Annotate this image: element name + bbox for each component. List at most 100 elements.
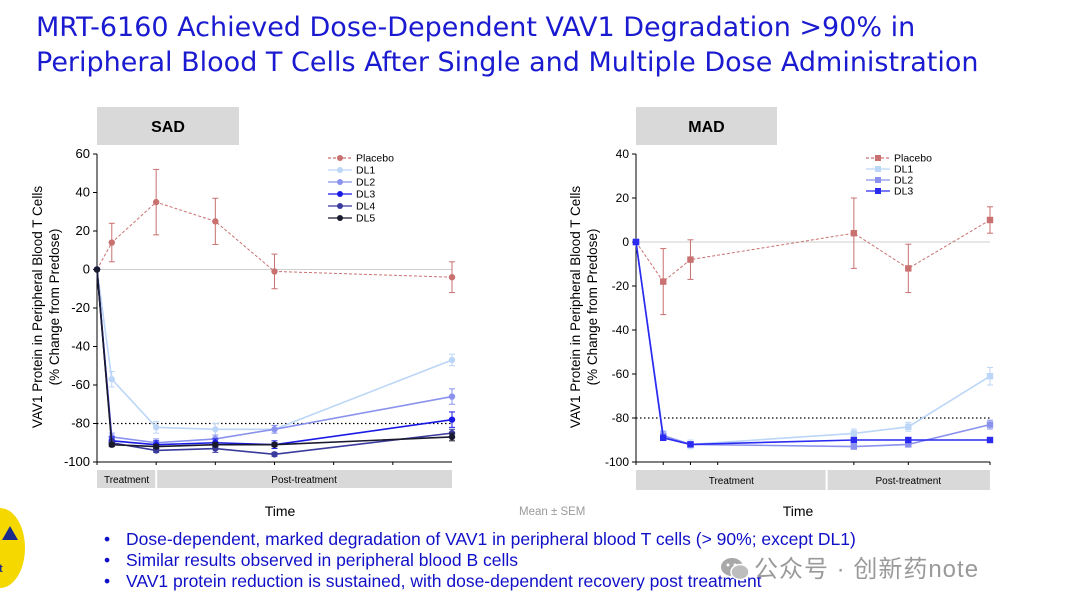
legend-marker bbox=[337, 179, 343, 185]
y-tick-label: -20 bbox=[612, 279, 630, 293]
y-axis-label-line2: (% Change from Predose) bbox=[47, 229, 62, 386]
panel-title: SAD bbox=[151, 119, 185, 136]
company-logo: t bbox=[0, 508, 25, 588]
phase-label: Post-treatment bbox=[876, 476, 942, 487]
data-point bbox=[271, 451, 278, 458]
y-tick-label: -20 bbox=[71, 300, 90, 315]
phase-box bbox=[157, 470, 452, 488]
y-tick-label: -100 bbox=[605, 455, 629, 469]
data-point bbox=[448, 393, 456, 400]
y-tick-label: 40 bbox=[616, 147, 630, 161]
legend-marker bbox=[337, 167, 343, 173]
data-point bbox=[152, 424, 160, 431]
legend-marker bbox=[875, 155, 881, 161]
slide-title: MRT-6160 Achieved Dose-Dependent VAV1 De… bbox=[36, 10, 1066, 80]
y-tick-label: 40 bbox=[76, 185, 90, 200]
watermark: 公众号 · 创新药note bbox=[720, 549, 979, 584]
data-point bbox=[108, 441, 115, 448]
legend-marker bbox=[875, 177, 881, 183]
data-point bbox=[93, 266, 101, 273]
data-point bbox=[905, 423, 912, 430]
watermark-text: 公众号 · 创新药note bbox=[754, 556, 980, 583]
slide-title-line1: MRT-6160 Achieved Dose-Dependent VAV1 De… bbox=[36, 12, 916, 43]
y-axis-label-line2: (% Change from Predose) bbox=[585, 229, 600, 386]
legend-label: DL3 bbox=[894, 186, 913, 198]
y-axis-label-line1: VAV1 Protein in Peripheral Blood T Cells bbox=[30, 186, 45, 428]
phase-box bbox=[636, 470, 826, 490]
legend-label: Placebo bbox=[894, 153, 932, 165]
y-axis-label-line1: VAV1 Protein in Peripheral Blood T Cells bbox=[568, 186, 583, 428]
legend-marker bbox=[875, 166, 881, 172]
data-point bbox=[271, 441, 278, 448]
chart-mad: MAD 40 20 0 -20 -40 -60 -80 -100 Treatment Post-tr… bbox=[568, 107, 994, 519]
phase-label: Treatment bbox=[709, 476, 754, 487]
y-tick-label: 0 bbox=[622, 235, 629, 249]
data-point bbox=[632, 238, 640, 246]
data-point bbox=[152, 198, 160, 206]
slide-title-line2: Peripheral Blood T Cells After Single an… bbox=[36, 47, 979, 78]
series-line bbox=[635, 241, 991, 448]
data-point bbox=[448, 356, 456, 364]
legend-marker bbox=[337, 203, 343, 209]
data-point bbox=[687, 256, 694, 263]
legend-marker bbox=[337, 155, 343, 161]
series-line bbox=[96, 269, 453, 446]
phase-box bbox=[827, 470, 990, 490]
data-point bbox=[850, 430, 858, 437]
data-point bbox=[448, 416, 456, 423]
x-axis-label: Time bbox=[783, 503, 814, 519]
key-findings-list: Dose-dependent, marked degradation of VA… bbox=[104, 529, 856, 592]
legend-label: Placebo bbox=[356, 153, 394, 165]
y-tick-label: 20 bbox=[76, 223, 90, 238]
y-axis-label: VAV1 Protein in Peripheral Blood T Cells… bbox=[30, 186, 62, 428]
chart-sad: SAD 60 40 20 0 -20 -40 -60 -80 -100 Treatment Post-… bbox=[30, 107, 456, 519]
y-tick-label: 60 bbox=[76, 146, 90, 161]
series-dl3 bbox=[93, 266, 456, 450]
data-point bbox=[905, 441, 912, 448]
wechat-icon bbox=[721, 558, 750, 581]
y-tick-label: 20 bbox=[616, 191, 630, 205]
series-dl1 bbox=[93, 266, 456, 436]
series-line bbox=[96, 269, 453, 448]
series-line bbox=[96, 201, 453, 278]
data-point bbox=[212, 441, 219, 448]
y-tick-label: 0 bbox=[83, 262, 90, 277]
data-point bbox=[152, 443, 160, 450]
data-point bbox=[108, 239, 115, 246]
y-tick-label: -80 bbox=[612, 411, 630, 425]
y-tick-label: -40 bbox=[71, 339, 90, 354]
data-point bbox=[850, 436, 858, 444]
panel-title: MAD bbox=[688, 119, 724, 136]
series-placebo bbox=[632, 197, 994, 316]
bullet-item: Similar results observed in peripheral b… bbox=[104, 550, 856, 571]
data-point bbox=[986, 421, 994, 428]
phase-label: Treatment bbox=[104, 475, 149, 486]
series-dl3 bbox=[632, 238, 994, 448]
y-tick-label: -60 bbox=[71, 377, 90, 392]
logo-letter: t bbox=[0, 563, 3, 575]
y-tick-label: -40 bbox=[612, 323, 630, 337]
y-axis-label: VAV1 Protein in Peripheral Blood T Cells… bbox=[568, 186, 600, 428]
series-line bbox=[96, 269, 453, 431]
data-point bbox=[212, 426, 219, 433]
legend-marker bbox=[875, 188, 881, 194]
data-point bbox=[905, 436, 912, 444]
legend-label: DL5 bbox=[356, 213, 375, 225]
legend-label: DL4 bbox=[356, 201, 375, 213]
series-dl5 bbox=[93, 266, 456, 450]
phase-box bbox=[97, 470, 156, 488]
phase-label: Post-treatment bbox=[271, 475, 337, 486]
data-point bbox=[448, 433, 456, 441]
legend-label: DL3 bbox=[356, 189, 375, 201]
y-tick-label: -80 bbox=[71, 416, 90, 431]
series-line bbox=[635, 219, 991, 283]
data-point bbox=[986, 436, 994, 444]
panel-title-box bbox=[636, 107, 777, 145]
footnote-mean-sem: Mean ± SEM bbox=[519, 506, 586, 518]
series-dl1 bbox=[632, 238, 994, 450]
legend-marker bbox=[337, 215, 343, 221]
data-point bbox=[850, 230, 858, 237]
bullet-item: VAV1 protein reduction is sustained, wit… bbox=[104, 571, 856, 592]
data-point bbox=[271, 268, 278, 275]
